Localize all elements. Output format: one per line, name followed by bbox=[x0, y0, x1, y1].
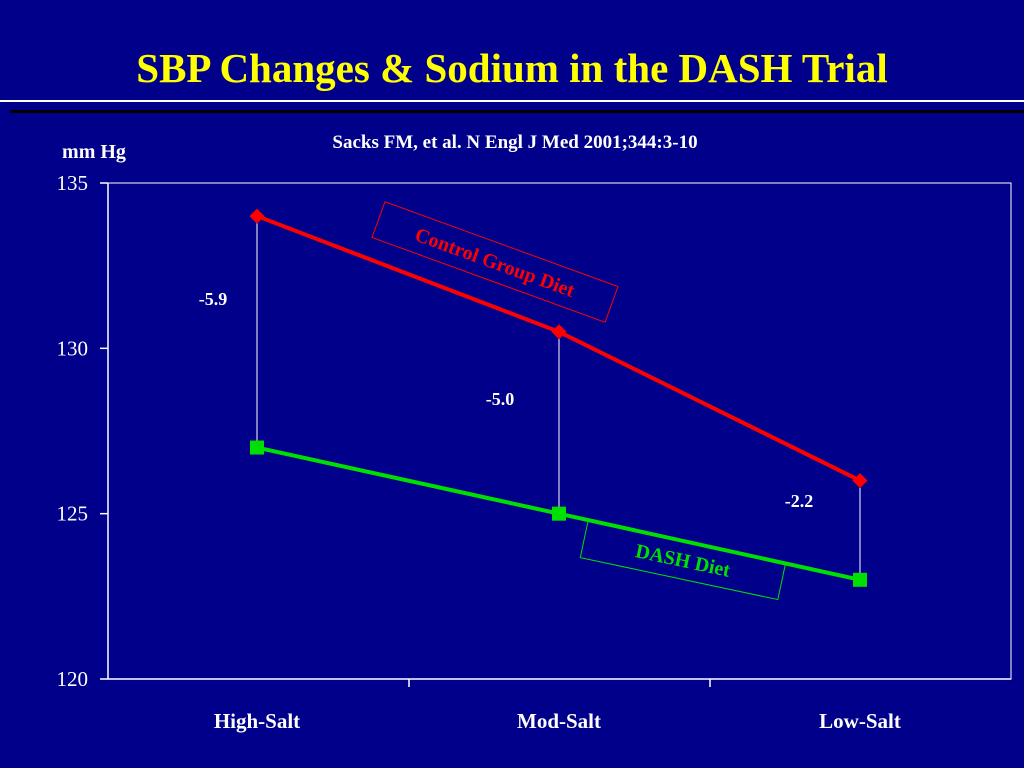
difference-lines bbox=[256, 216, 861, 580]
title-rule-shadow bbox=[10, 110, 1024, 113]
x-category-label: Low-Salt bbox=[819, 709, 901, 733]
control-series-callout: Control Group Diet bbox=[371, 201, 619, 323]
difference-label: -5.9 bbox=[199, 289, 228, 309]
title-rule bbox=[0, 100, 1024, 102]
y-ticks: 120 125 130 135 bbox=[57, 171, 108, 691]
control-diamond-marker bbox=[852, 473, 868, 489]
control-diamond-marker bbox=[249, 208, 265, 224]
slide-title: SBP Changes & Sodium in the DASH Trial bbox=[136, 45, 888, 91]
y-tick-label: 130 bbox=[57, 336, 89, 360]
difference-labels: -5.9 -5.0 -2.2 bbox=[199, 289, 814, 511]
dash-square-marker bbox=[552, 506, 566, 521]
y-tick-label: 135 bbox=[57, 171, 89, 195]
control-diamond-marker bbox=[551, 324, 567, 340]
x-category-label: Mod-Salt bbox=[517, 709, 601, 733]
y-tick-label: 120 bbox=[57, 667, 89, 691]
dash-series-callout: DASH Diet bbox=[579, 519, 787, 601]
citation: Sacks FM, et al. N Engl J Med 2001;344:3… bbox=[332, 132, 697, 153]
y-tick-label: 125 bbox=[57, 502, 89, 526]
difference-label: -5.0 bbox=[486, 389, 515, 409]
dash-square-marker bbox=[853, 572, 867, 587]
dash-square-marker bbox=[250, 440, 264, 455]
x-ticks: High-Salt Mod-Salt Low-Salt bbox=[214, 679, 901, 733]
series-markers bbox=[249, 208, 868, 587]
difference-label: -2.2 bbox=[785, 491, 814, 511]
y-axis-unit-label: mm Hg bbox=[62, 141, 126, 163]
x-category-label: High-Salt bbox=[214, 709, 300, 733]
control-series-callout-box bbox=[371, 201, 619, 323]
dash-series-callout-box bbox=[579, 519, 787, 601]
